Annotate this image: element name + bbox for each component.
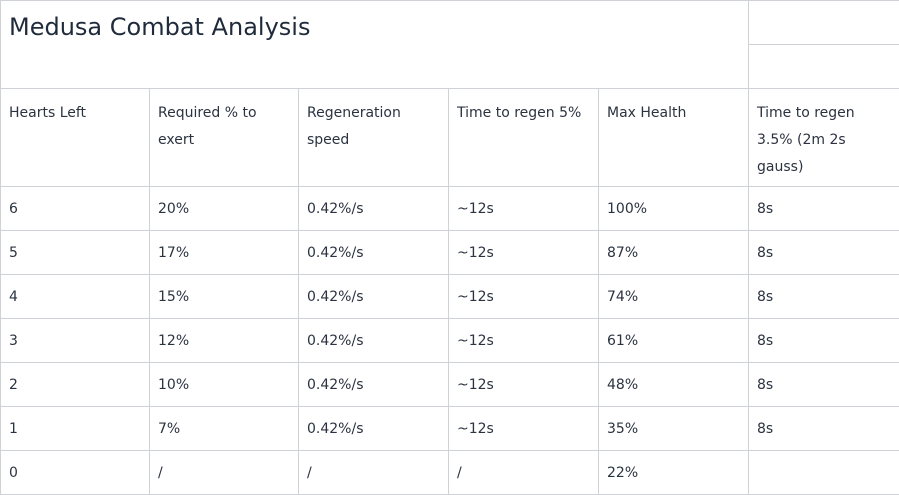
cell-max-health: 100% [597,186,750,231]
cell-regen-speed: 0.42%/s [298,318,449,363]
cell-hearts: 2 [0,362,150,407]
cell-regen-3-5: 8s [748,274,899,319]
cell-max-health: 74% [597,274,750,319]
cell-required: 10% [149,362,299,407]
table-row: 1 7% 0.42%/s ~12s 35% 8s [0,406,899,451]
cell-hearts: 6 [0,186,150,231]
header-regeneration-speed: Regeneration speed [298,88,449,187]
cell-regen-3-5: 8s [748,362,899,407]
cell-regen-3-5: 8s [748,230,899,275]
cell-regen-3-5: 8s [748,186,899,231]
cell-regen-3-5 [748,450,899,495]
title-cell: Medusa Combat Analysis [0,0,750,89]
header-row: Hearts Left Required % to exert Regenera… [0,88,899,187]
cell-required: 15% [149,274,299,319]
cell-regen-3-5: 8s [748,406,899,451]
cell-regen-speed: 0.42%/s [298,186,449,231]
cell-required: / [149,450,299,495]
empty-cell-top [748,0,899,45]
cell-hearts: 0 [0,450,150,495]
cell-regen-speed: 0.42%/s [298,274,449,319]
cell-regen-speed: / [298,450,449,495]
cell-regen-5: ~12s [448,230,599,275]
cell-regen-5: / [448,450,599,495]
cell-regen-speed: 0.42%/s [298,362,449,407]
cell-regen-5: ~12s [448,318,599,363]
table-row: 5 17% 0.42%/s ~12s 87% 8s [0,230,899,275]
title-row: Medusa Combat Analysis [0,0,899,89]
cell-max-health: 35% [597,406,750,451]
cell-regen-3-5: 8s [748,318,899,363]
header-max-health: Max Health [597,88,750,187]
header-required-exert: Required % to exert [149,88,299,187]
cell-max-health: 61% [597,318,750,363]
cell-hearts: 5 [0,230,150,275]
cell-hearts: 4 [0,274,150,319]
table-row: 4 15% 0.42%/s ~12s 74% 8s [0,274,899,319]
cell-required: 17% [149,230,299,275]
cell-required: 20% [149,186,299,231]
table-row: 2 10% 0.42%/s ~12s 48% 8s [0,362,899,407]
header-time-to-regen-5: Time to regen 5% [448,88,599,187]
cell-regen-5: ~12s [448,186,599,231]
cell-regen-5: ~12s [448,362,599,407]
cell-max-health: 87% [597,230,750,275]
cell-hearts: 1 [0,406,150,451]
cell-regen-5: ~12s [448,406,599,451]
cell-regen-5: ~12s [448,274,599,319]
table-row: 6 20% 0.42%/s ~12s 100% 8s [0,186,899,231]
header-time-to-regen-3-5: Time to regen 3.5% (2m 2s gauss) [748,88,899,187]
cell-max-health: 48% [597,362,750,407]
cell-required: 12% [149,318,299,363]
cell-hearts: 3 [0,318,150,363]
table-row: 3 12% 0.42%/s ~12s 61% 8s [0,318,899,363]
cell-regen-speed: 0.42%/s [298,230,449,275]
cell-required: 7% [149,406,299,451]
header-hearts-left: Hearts Left [0,88,150,187]
empty-cell-bottom [748,44,899,89]
cell-max-health: 22% [597,450,750,495]
page-title: Medusa Combat Analysis [9,13,311,41]
table-row: 0 / / / 22% [0,450,899,495]
cell-regen-speed: 0.42%/s [298,406,449,451]
